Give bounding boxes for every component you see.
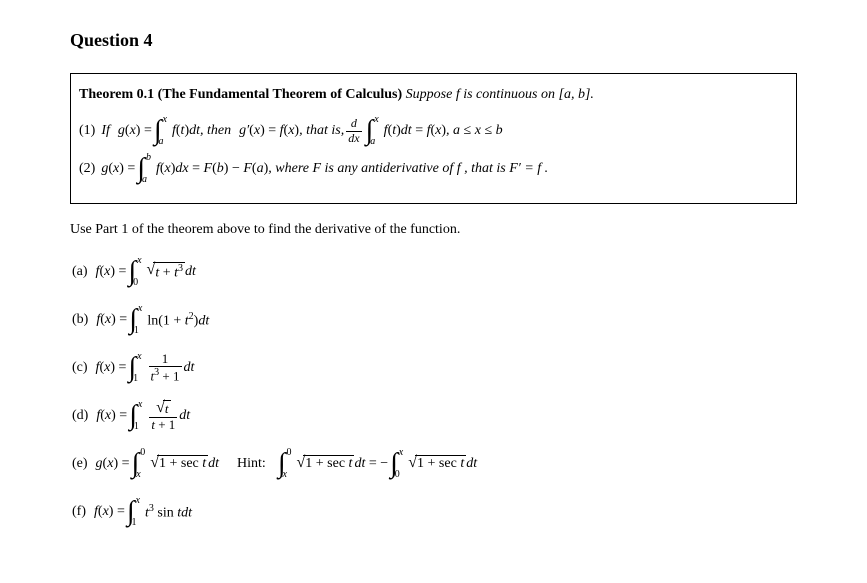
integral-e-hint1: ∫ 0x [278,448,295,480]
subpart-e: (e) g(x) = ∫ 0x √ 1 + sec t dt Hint: ∫ 0… [72,448,797,480]
integral-e: ∫ 0x [132,448,149,480]
dt-e: dt [208,456,219,472]
expr-b-integrand: ln(1 + t2)dt [147,311,209,330]
sqrt-e-hint2: √ 1 + sec t [408,455,466,473]
dt-c: dt [184,360,195,376]
theorem-box: Theorem 0.1 (The Fundamental Theorem of … [70,73,797,204]
integrand-2: f(t)dt = f(x) [384,118,446,143]
label-e: (e) [72,456,88,472]
label-d: (d) [72,408,88,424]
integral-e-hint2: ∫ x0 [390,448,406,480]
part-1-label: (1) [79,118,95,143]
integral-ab: ∫ ba [137,153,154,185]
integral-ax-1: ∫ xa [154,115,170,147]
dt-e-hint2: dt [466,456,477,472]
frac-c: 1 t3 + 1 [149,352,182,384]
label-f: (f) [72,504,86,520]
label-c: (c) [72,360,88,376]
theorem-part-1: (1) If g(x) = ∫ xa f(t)dt , then g′(x) =… [79,115,788,147]
subpart-d: (d) f(x) = ∫ x1 √t t + 1 dt [72,400,797,432]
sqrt-a: √ t + t3 [147,262,185,282]
frac-d: √t t + 1 [149,400,177,432]
part-1-if: If [101,118,110,143]
part-2-text: , where F is any antiderivative of f , t… [268,156,548,181]
part-1-thatis: , that is, [299,118,344,143]
part-2-expr: f(x)dx = F(b) − F(a) [156,156,268,181]
integral-ax-2: ∫ xa [366,115,382,147]
expr-f-lhs: f(x) = [94,504,125,520]
subparts-list: (a) f(x) = ∫ x0 √ t + t3 dt (b) f(x) = ∫… [70,256,797,528]
expr-a-lhs: f(x) = [96,264,127,280]
theorem-header: Theorem 0.1 (The Fundamental Theorem of … [79,84,788,105]
integral-d: ∫ x1 [129,400,145,432]
subpart-f: (f) f(x) = ∫ x1 t3 sin tdt [72,496,797,528]
question-title: Question 4 [70,30,797,51]
hint-label: Hint: [237,456,266,472]
part-2-label: (2) [79,156,95,181]
theorem-intro: Suppose f is continuous on [a, b]. [406,87,594,102]
theorem-part-2: (2) g(x) = ∫ ba f(x)dx = F(b) − F(a) , w… [79,153,788,185]
part-1-bounds: , a ≤ x ≤ b [446,118,503,143]
dt-d: dt [179,408,190,424]
sqrt-e-hint1: √ 1 + sec t [296,455,354,473]
subpart-a: (a) f(x) = ∫ x0 √ t + t3 dt [72,256,797,288]
subpart-b: (b) f(x) = ∫ x1 ln(1 + t2)dt [72,304,797,336]
ddx-fraction: d dx [346,117,361,144]
expr-f-integrand: t3 sin tdt [145,503,192,522]
expr-d-lhs: f(x) = [96,408,127,424]
part-1-then: , then [200,118,231,143]
part-1-gx: g(x) = [118,118,152,143]
integral-a: ∫ x0 [128,256,144,288]
sqrt-e: √ 1 + sec t [150,455,208,473]
dt-e-hint1: dt = − [354,456,388,472]
subpart-c: (c) f(x) = ∫ x1 1 t3 + 1 dt [72,352,797,384]
integrand-1: f(t)dt [172,118,200,143]
label-b: (b) [72,312,88,328]
integral-f: ∫ x1 [127,496,143,528]
theorem-label: Theorem 0.1 (The Fundamental Theorem of … [79,87,402,102]
expr-c-lhs: f(x) = [96,360,127,376]
integral-c: ∫ x1 [128,352,144,384]
dt-a: dt [185,264,196,280]
part-2-gx: g(x) = [101,156,135,181]
integral-b: ∫ x1 [129,304,145,336]
expr-b-lhs: f(x) = [96,312,127,328]
expr-e-lhs: g(x) = [96,456,130,472]
label-a: (a) [72,264,88,280]
instruction-text: Use Part 1 of the theorem above to find … [70,222,797,238]
part-1-gprime: g′(x) = f(x) [239,118,299,143]
